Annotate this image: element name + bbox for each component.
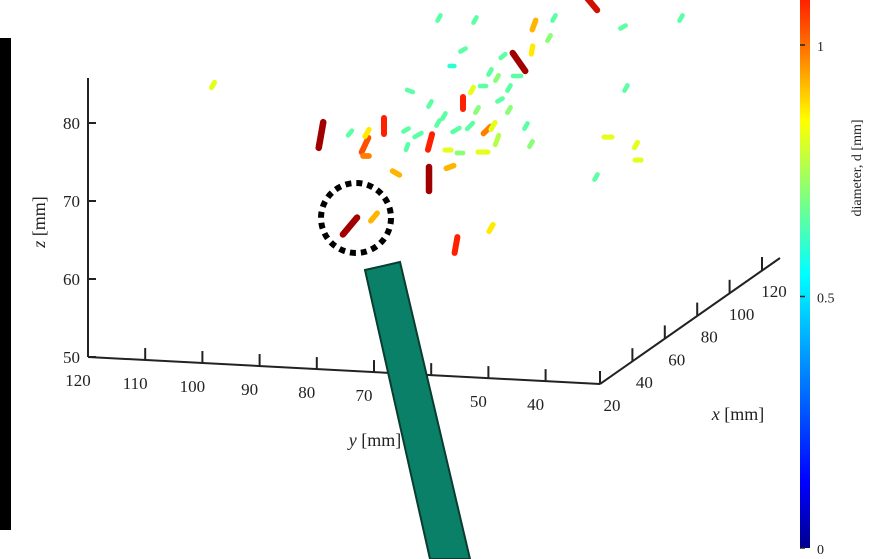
particle-streak	[471, 15, 479, 25]
y-tick-label: 50	[470, 392, 487, 411]
particle-streak	[488, 119, 498, 133]
x-tick-label: 100	[729, 305, 755, 324]
y-tick-label: 80	[298, 383, 315, 402]
particle-streak	[550, 13, 558, 23]
particle-streak	[345, 128, 355, 138]
particle-streak	[450, 125, 462, 135]
particle-streak	[426, 99, 434, 109]
particle-streak	[440, 111, 448, 121]
particle-streak	[584, 0, 601, 14]
particle-streak	[618, 23, 628, 31]
y-tick-label: 40	[527, 395, 544, 414]
particle-streak	[467, 84, 477, 96]
particle-streak	[527, 139, 535, 149]
particle-streak	[505, 105, 513, 115]
particle-streak	[545, 33, 553, 43]
colorbar-tick-label: 0	[817, 543, 824, 558]
particle-streak	[486, 67, 494, 77]
particle-streak	[495, 96, 505, 104]
z-tick-label: 70	[63, 192, 80, 211]
z-tick-label: 80	[63, 114, 80, 133]
particle-streak	[505, 83, 513, 93]
y-ticks: 120110100908070605040	[65, 345, 547, 414]
particle-streak	[404, 87, 416, 95]
x-tick-label: 80	[701, 328, 718, 347]
axes	[87, 78, 781, 385]
particle-streak	[368, 210, 380, 224]
particle-streak	[401, 126, 411, 134]
y-axis-line	[87, 356, 601, 385]
y-tick-label: 100	[180, 377, 206, 396]
particle-streak	[451, 234, 461, 256]
particle-streak	[677, 13, 685, 23]
particle-streak	[458, 46, 468, 54]
x-ticks: 20 40 60 80 100 120	[599, 257, 787, 415]
particle-streak	[522, 121, 530, 131]
highlight-circle	[318, 180, 394, 256]
colorbar: 00.51 diameter, d [mm]	[800, 0, 865, 558]
particle-streak	[424, 131, 436, 153]
colorbar-tick-label: 1	[817, 40, 824, 55]
colorbar-label: diameter, d [mm]	[850, 119, 865, 216]
x-axis-label: x [mm]	[711, 404, 765, 424]
x-tick-label: 20	[604, 396, 621, 415]
particle-streak	[592, 172, 600, 182]
particle-streak	[443, 162, 457, 172]
y-tick-label: 120	[65, 371, 91, 390]
particle-streak	[528, 43, 536, 57]
particle-streak	[493, 73, 501, 83]
particle-streak	[362, 126, 372, 140]
particle-streak	[473, 105, 481, 115]
particle-streak	[529, 17, 539, 33]
particle-streak	[339, 214, 361, 238]
z-axis-label: z [mm]	[29, 196, 49, 249]
particle-streak	[434, 118, 442, 128]
particle-streak	[389, 168, 403, 178]
y-tick-label: 70	[356, 386, 373, 405]
particle-streak	[631, 139, 641, 151]
y-tick-label: 90	[241, 380, 258, 399]
x-tick-label: 40	[636, 373, 653, 392]
x-axis-line	[599, 257, 781, 385]
particle-streak	[315, 118, 327, 152]
z-tick-label: 60	[63, 270, 80, 289]
colorbar-ticks: 00.51	[800, 40, 835, 558]
colorbar-tick-label: 0.5	[817, 292, 835, 307]
y-tick-label: 110	[123, 374, 148, 393]
particle-streak	[208, 79, 218, 91]
particle-streaks	[208, 0, 685, 256]
particle-streak	[492, 132, 502, 148]
z-tick-label: 50	[63, 348, 80, 367]
particle-streak	[509, 49, 529, 75]
particle-streak	[486, 221, 496, 235]
particle-streak	[403, 141, 411, 153]
y-axis-label: y [mm]	[347, 430, 402, 450]
particle-streak	[498, 51, 508, 61]
x-tick-label: 120	[761, 282, 787, 301]
x-tick-label: 60	[668, 350, 685, 369]
pointer-bar	[363, 260, 472, 559]
colorbar-gradient	[800, 0, 810, 548]
particle-streak	[358, 134, 372, 156]
left-frame-bar	[0, 38, 11, 530]
particle-streak	[464, 120, 476, 132]
z-ticks: 50 60 70 80	[63, 114, 96, 367]
particle-streak	[412, 130, 424, 140]
particle-streak	[622, 83, 630, 93]
particle-streak	[435, 13, 443, 23]
